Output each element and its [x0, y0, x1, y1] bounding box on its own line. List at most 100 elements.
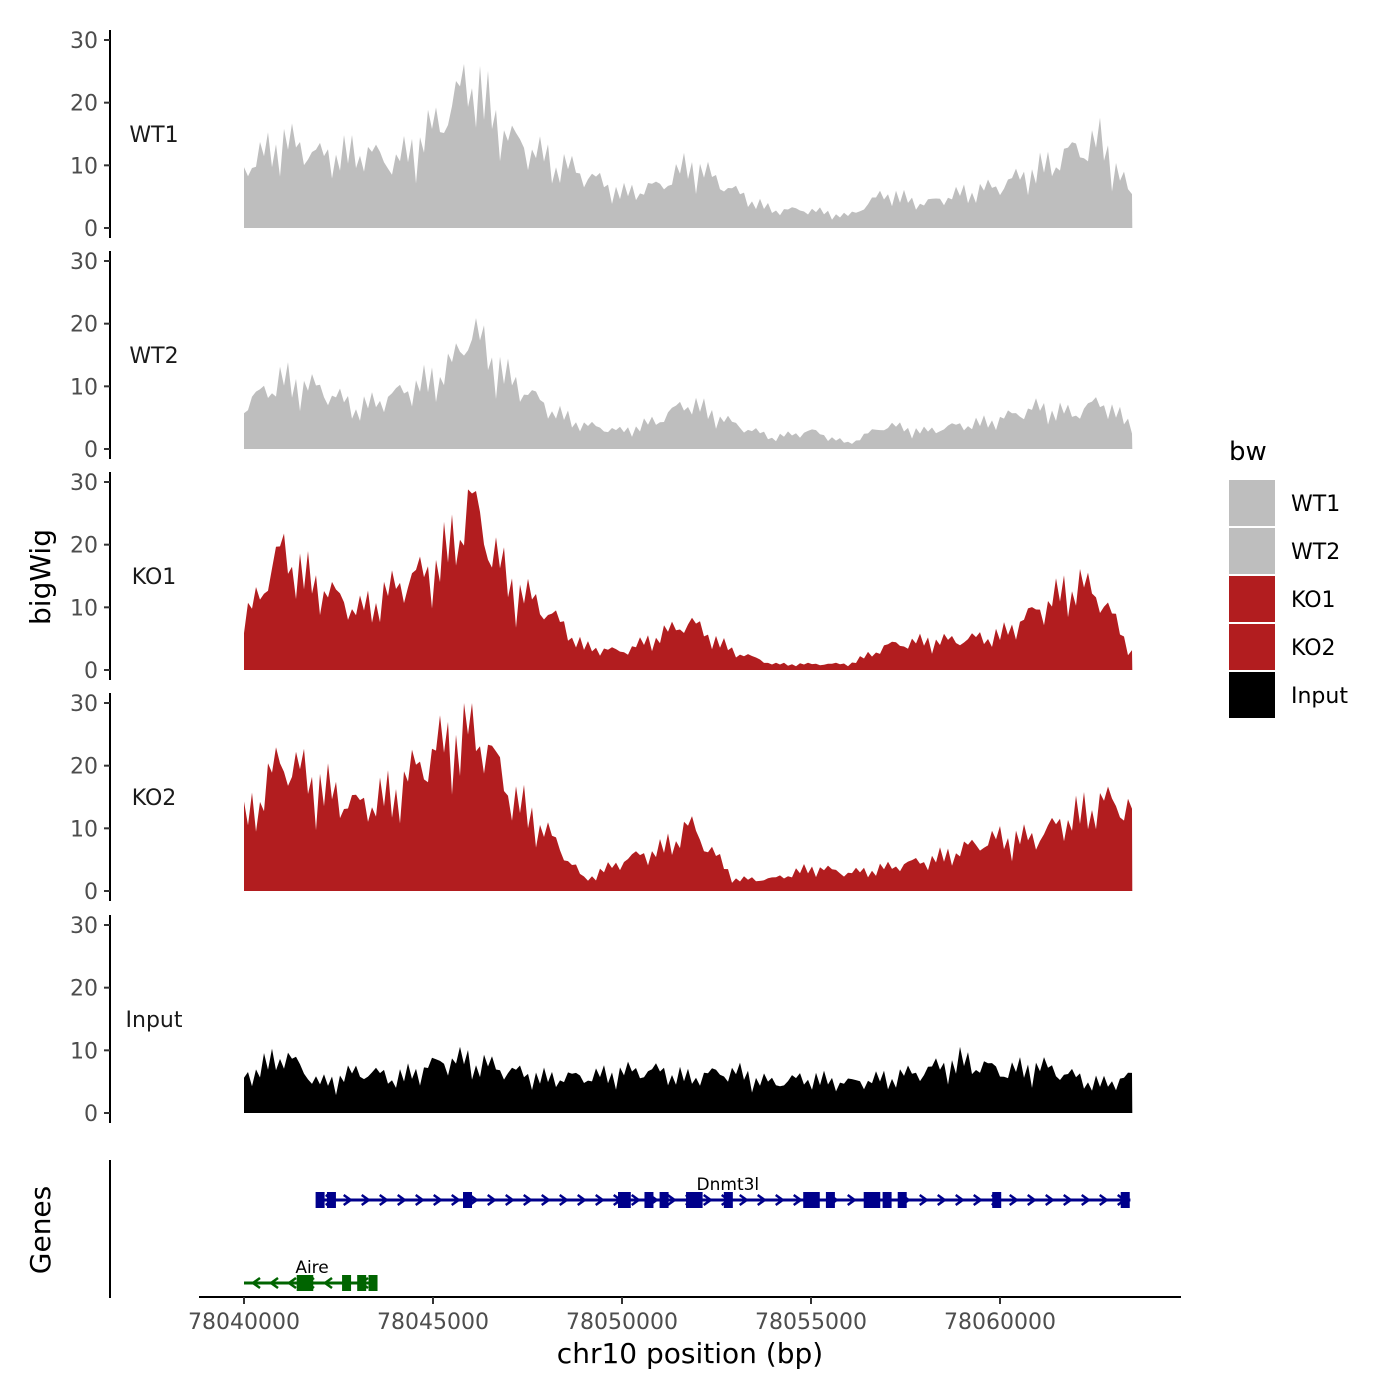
- strand-arrow: [972, 1193, 983, 1207]
- y-tick-label: 30: [70, 471, 98, 496]
- gene-exon: [463, 1192, 473, 1208]
- y-tick-label: 30: [70, 914, 98, 939]
- strand-arrow: [250, 1276, 261, 1290]
- legend-title: bw: [1229, 437, 1267, 467]
- legend-swatch-wt2: [1229, 528, 1275, 574]
- strand-arrow: [702, 1193, 713, 1207]
- gene-exon: [621, 1192, 631, 1208]
- y-tick-label: 0: [84, 217, 98, 242]
- gene-exon: [686, 1192, 696, 1208]
- strand-arrow: [630, 1193, 641, 1207]
- strand-arrow: [268, 1276, 279, 1290]
- strand-arrow: [450, 1193, 461, 1207]
- coverage-area-ko1: [244, 489, 1133, 670]
- gene-track-title: Genes: [24, 1186, 57, 1274]
- strand-arrow: [1044, 1193, 1055, 1207]
- strand-arrow: [666, 1193, 677, 1207]
- y-axis-title: bigWig: [24, 529, 57, 625]
- y-tick-label: 0: [84, 1102, 98, 1127]
- gene-exon: [368, 1275, 378, 1291]
- y-tick-label: 10: [70, 1039, 98, 1064]
- legend-label: WT2: [1291, 540, 1340, 565]
- gene-exon: [897, 1192, 907, 1208]
- gene-exon: [304, 1275, 314, 1291]
- track-ko1: 0 10 20 30 KO1: [70, 471, 1133, 684]
- strand-arrow: [468, 1193, 479, 1207]
- y-tick-label: 20: [70, 92, 98, 117]
- y-tick-label: 20: [70, 534, 98, 559]
- strand-arrow: [396, 1193, 407, 1207]
- gene-exon: [326, 1192, 336, 1208]
- y-tick-label: 30: [70, 250, 98, 275]
- strand-arrow: [1026, 1193, 1037, 1207]
- gene-name: Aire: [295, 1258, 328, 1278]
- strand-arrow: [954, 1193, 965, 1207]
- legend-label: KO2: [1291, 636, 1336, 661]
- legend-swatch-ko2: [1229, 624, 1275, 670]
- coverage-area-wt2: [244, 318, 1133, 449]
- gene-exon: [644, 1192, 654, 1208]
- y-tick-label: 10: [70, 596, 98, 621]
- strand-arrow: [378, 1193, 389, 1207]
- strand-arrow: [414, 1193, 425, 1207]
- strand-arrow: [558, 1193, 569, 1207]
- gene-aire: Aire: [244, 1258, 378, 1291]
- legend-label: WT1: [1291, 492, 1340, 517]
- gene-exon: [992, 1192, 1002, 1208]
- track-wt1: 0 10 20 30 WT1: [70, 29, 1133, 242]
- strand-arrow: [342, 1193, 353, 1207]
- y-tick-label: 30: [70, 692, 98, 717]
- strand-arrow: [540, 1193, 551, 1207]
- gene-exon: [871, 1192, 881, 1208]
- strand-arrow: [1062, 1193, 1073, 1207]
- y-tick-label: 10: [70, 817, 98, 842]
- legend-swatch-ko1: [1229, 576, 1275, 622]
- strand-arrow: [360, 1193, 371, 1207]
- track-ko2: 0 10 20 30 KO2: [70, 692, 1133, 905]
- gene-dnmt3l: Dnmt3l: [315, 1175, 1131, 1208]
- strand-arrow: [756, 1193, 767, 1207]
- strand-arrow: [792, 1193, 803, 1207]
- strand-arrow: [738, 1193, 749, 1207]
- gene-exon: [723, 1192, 733, 1208]
- strand-arrow: [918, 1193, 929, 1207]
- gene-exon: [296, 1275, 306, 1291]
- coverage-area-input: [244, 1046, 1133, 1113]
- legend-swatch-input: [1229, 672, 1275, 718]
- y-tick-label: 10: [70, 375, 98, 400]
- x-tick-label: 78045000: [377, 1310, 489, 1335]
- strand-arrow: [936, 1193, 947, 1207]
- legend-swatch-wt1: [1229, 480, 1275, 526]
- x-tick-label: 78040000: [188, 1310, 300, 1335]
- strand-arrow: [286, 1276, 297, 1290]
- gene-exon: [863, 1192, 873, 1208]
- track-label-input: Input: [126, 1008, 183, 1033]
- x-tick-label: 78055000: [755, 1310, 867, 1335]
- gene-exon: [882, 1192, 892, 1208]
- x-axis: 78040000 78045000 78050000 78055000 78060000: [188, 1296, 1181, 1335]
- track-input: 0 10 20 30 Input: [70, 914, 1133, 1127]
- y-tick-label: 0: [84, 659, 98, 684]
- coverage-area-ko2: [244, 703, 1133, 891]
- x-axis-title: chr10 position (bp): [557, 1337, 823, 1370]
- track-wt2: 0 10 20 30 WT2: [70, 250, 1133, 463]
- strand-arrow: [322, 1276, 333, 1290]
- track-label-wt1: WT1: [129, 123, 178, 148]
- track-label-wt2: WT2: [129, 344, 178, 369]
- gene-exon: [1120, 1192, 1130, 1208]
- y-tick-label: 20: [70, 313, 98, 338]
- track-label-ko2: KO2: [132, 786, 177, 811]
- strand-arrow: [576, 1193, 587, 1207]
- coverage-area-wt1: [244, 63, 1133, 229]
- legend: bw WT1 WT2 KO1 KO2 Input: [1229, 437, 1348, 718]
- y-tick-label: 20: [70, 755, 98, 780]
- track-label-ko1: KO1: [132, 565, 177, 590]
- strand-arrow: [774, 1193, 785, 1207]
- legend-label: Input: [1291, 684, 1348, 709]
- y-tick-label: 30: [70, 29, 98, 54]
- gene-track: Dnmt3l Aire: [109, 1160, 1131, 1298]
- x-tick-label: 78060000: [944, 1310, 1056, 1335]
- y-tick-label: 10: [70, 154, 98, 179]
- y-tick-label: 0: [84, 438, 98, 463]
- strand-arrow: [504, 1193, 515, 1207]
